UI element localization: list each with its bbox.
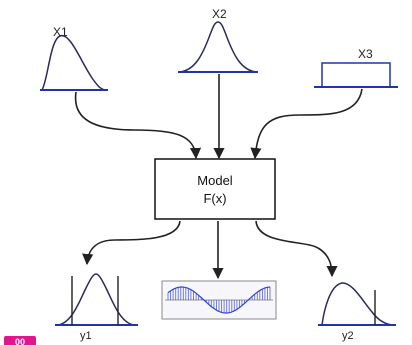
model-function: F(x) xyxy=(203,191,226,206)
arrow-model-to-y2 xyxy=(255,220,338,278)
x3-label: X3 xyxy=(358,47,373,61)
x1-distribution: X1 xyxy=(40,25,108,91)
x3-uniform-box xyxy=(321,62,391,88)
oscillation-curve xyxy=(167,286,271,314)
y2-curve xyxy=(321,282,393,326)
page-badge: 00 xyxy=(4,336,36,345)
x2-distribution: X2 xyxy=(178,7,258,73)
oscillation-fill xyxy=(167,287,271,313)
y1-label: y1 xyxy=(80,330,92,342)
model-box: Model F(x) xyxy=(154,158,276,220)
x2-curve xyxy=(179,21,257,73)
arrow-x1-to-model xyxy=(74,91,202,160)
y1-distribution: y1 xyxy=(55,273,138,342)
x3-distribution: X3 xyxy=(314,47,398,88)
x2-label: X2 xyxy=(212,7,227,21)
y2-label: y2 xyxy=(342,330,354,342)
arrow-x3-to-model xyxy=(250,88,363,160)
x1-curve xyxy=(41,35,106,91)
model-title: Model xyxy=(197,173,233,188)
oscillation-plot xyxy=(161,280,277,320)
y1-curve xyxy=(57,273,135,326)
y2-distribution: y2 xyxy=(318,282,396,342)
arrow-model-to-y1 xyxy=(82,220,181,266)
x1-label: X1 xyxy=(53,25,68,39)
